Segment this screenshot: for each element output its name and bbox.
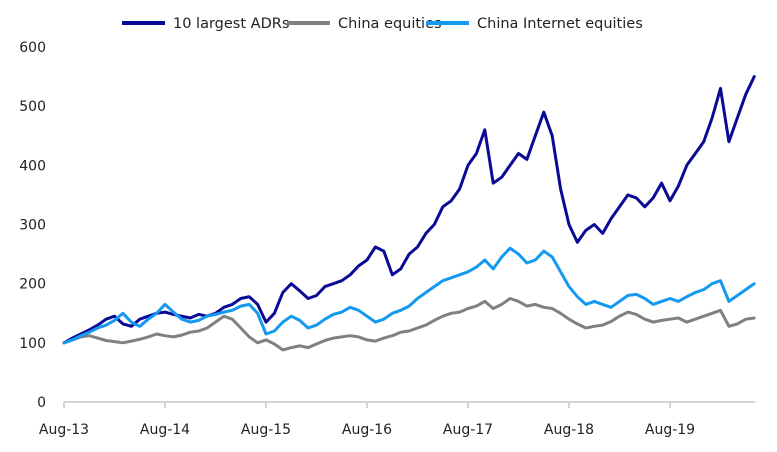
series-line-china-equities (62, 297, 756, 352)
x-tick-label: Aug-15 (241, 422, 291, 438)
x-axis-labels: Aug-13 Aug-14 Aug-15 Aug-16 Aug-17 Aug-1… (39, 422, 695, 438)
x-tick-label: Aug-16 (342, 422, 392, 438)
x-tick-label: Aug-13 (39, 422, 89, 438)
y-tick-label: 100 (19, 336, 46, 352)
y-tick-label: 600 (19, 40, 46, 56)
y-tick-label: 300 (19, 218, 46, 234)
x-tick-label: Aug-17 (443, 422, 493, 438)
y-tick-label: 400 (19, 158, 46, 174)
x-axis-ticks (63, 402, 671, 408)
legend-label-china-internet-equities: China Internet equities (477, 16, 643, 32)
y-axis-labels: 0 100 200 300 400 500 600 (19, 40, 46, 411)
y-tick-label: 200 (19, 277, 46, 293)
x-tick-label: Aug-14 (140, 422, 190, 438)
x-tick-label: Aug-18 (544, 422, 594, 438)
y-tick-label: 0 (37, 395, 46, 411)
x-tick-label: Aug-19 (645, 422, 695, 438)
legend-label-china-equities: China equities (338, 16, 442, 32)
y-tick-label: 500 (19, 99, 46, 115)
legend: 10 largest ADRs China equities China Int… (122, 16, 643, 32)
legend-label-10-largest-adrs: 10 largest ADRs (173, 16, 289, 32)
series-line-china-internet-equities (62, 246, 756, 345)
series-layer (62, 75, 756, 352)
